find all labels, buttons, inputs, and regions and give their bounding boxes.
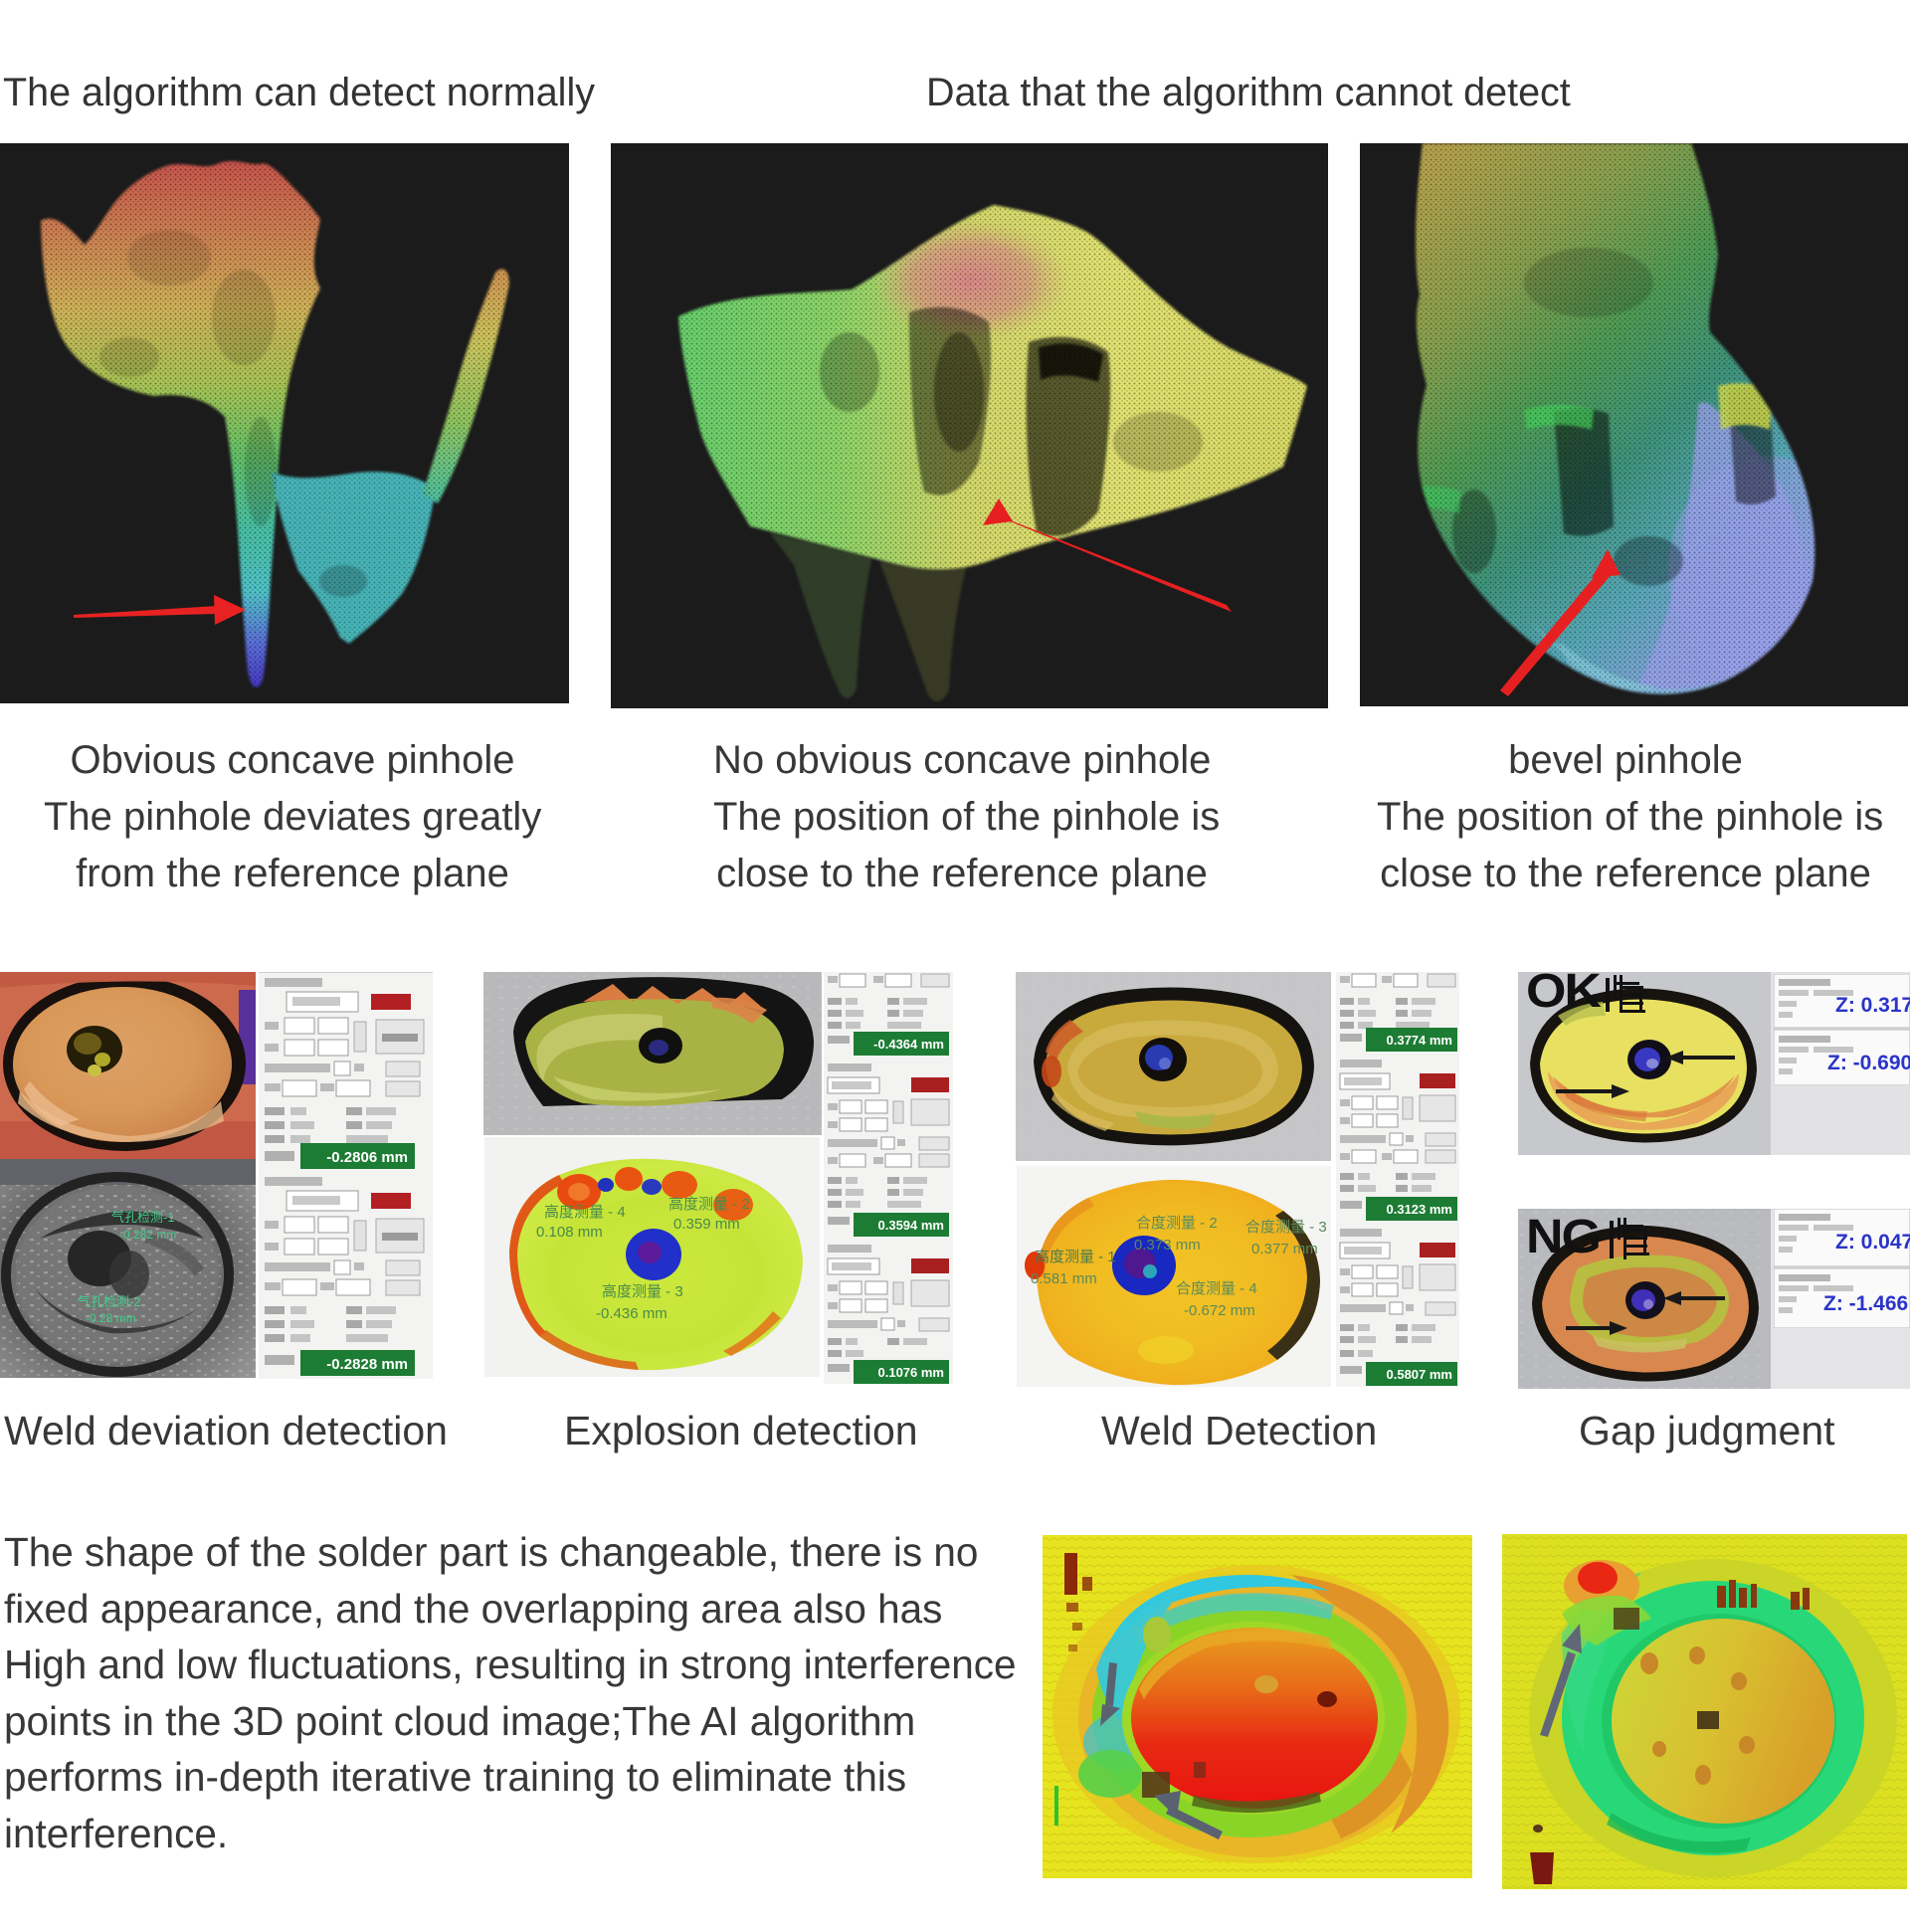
svg-text:0.1076 mm: 0.1076 mm	[878, 1365, 945, 1380]
svg-text:-0.4364 mm: -0.4364 mm	[873, 1037, 944, 1052]
svg-text:0.3774 mm: 0.3774 mm	[1387, 1033, 1453, 1048]
svg-text:-0.436 mm: -0.436 mm	[596, 1305, 668, 1322]
svg-text:Z: 0.047: Z: 0.047	[1835, 1231, 1910, 1254]
svg-text:NG: NG	[1526, 1210, 1600, 1263]
svg-text:气孔检测-1: 气孔检测-1	[111, 1210, 175, 1225]
svg-text:合度测量 - 2: 合度测量 - 2	[1136, 1215, 1218, 1232]
svg-text:高度测量 - 2: 高度测量 - 2	[668, 1196, 750, 1213]
svg-text:合度测量 - 4: 合度测量 - 4	[1176, 1280, 1257, 1297]
svg-text:0.3594 mm: 0.3594 mm	[878, 1218, 945, 1233]
svg-text:Z: -1.466: Z: -1.466	[1823, 1292, 1908, 1315]
svg-text:-0.2828 mm: -0.2828 mm	[326, 1356, 408, 1373]
svg-text:高度测量 - 1: 高度测量 - 1	[1035, 1249, 1116, 1265]
svg-text:Z: -0.690: Z: -0.690	[1827, 1052, 1910, 1074]
svg-text:0.3123 mm: 0.3123 mm	[1387, 1202, 1453, 1217]
svg-text:0.581 mm: 0.581 mm	[1031, 1270, 1097, 1287]
svg-text:0.108 mm: 0.108 mm	[536, 1224, 603, 1241]
svg-text:高度测量 - 4: 高度测量 - 4	[544, 1204, 626, 1221]
svg-text:0.377 mm: 0.377 mm	[1251, 1241, 1318, 1257]
svg-text:-0.282 mm: -0.282 mm	[119, 1228, 176, 1242]
svg-text:OK: OK	[1526, 972, 1602, 1017]
svg-text:-0.2806 mm: -0.2806 mm	[326, 1149, 408, 1166]
svg-text:Z: 0.317: Z: 0.317	[1835, 994, 1910, 1017]
svg-text:0.359 mm: 0.359 mm	[673, 1216, 740, 1233]
svg-text:合度测量 - 3: 合度测量 - 3	[1245, 1219, 1327, 1236]
svg-text:气孔检测-2: 气孔检测-2	[78, 1294, 141, 1309]
svg-text:高度测量 - 3: 高度测量 - 3	[602, 1283, 683, 1300]
svg-text:0.373 mm: 0.373 mm	[1134, 1237, 1201, 1254]
svg-text:0.5807 mm: 0.5807 mm	[1387, 1367, 1453, 1382]
svg-text:-0.28 mm: -0.28 mm	[86, 1311, 136, 1325]
svg-text:-0.672 mm: -0.672 mm	[1184, 1302, 1255, 1319]
